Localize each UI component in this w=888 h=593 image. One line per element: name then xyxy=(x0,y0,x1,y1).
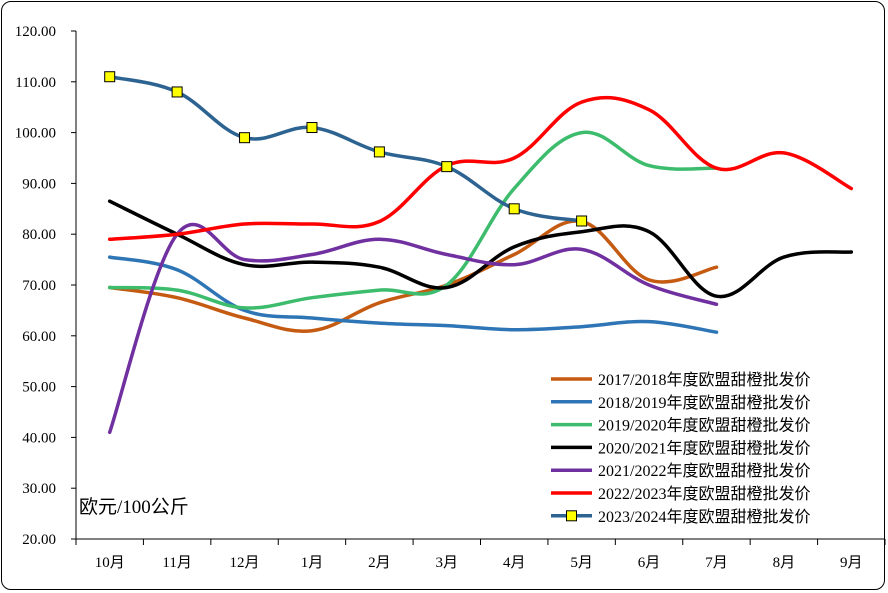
y-tick-label: 80.00 xyxy=(22,227,56,243)
y-tick-label: 90.00 xyxy=(22,176,56,192)
legend-item: 2017/2018年度欧盟甜橙批发价 xyxy=(551,371,810,389)
x-tick-label: 9月 xyxy=(840,555,863,571)
y-tick-label: 110.00 xyxy=(15,75,56,91)
series-line-5 xyxy=(107,95,854,242)
legend-label: 2023/2024年度欧盟甜橙批发价 xyxy=(598,508,810,526)
x-tick-label: 8月 xyxy=(773,555,796,571)
y-tick-label: 100.00 xyxy=(15,126,56,142)
x-tick-label: 7月 xyxy=(705,555,728,571)
legend-item: 2022/2023年度欧盟甜橙批发价 xyxy=(551,485,810,503)
legend-item: 2020/2021年度欧盟甜橙批发价 xyxy=(551,439,810,457)
data-point-marker xyxy=(441,161,453,173)
y-tick-label: 40.00 xyxy=(22,430,56,446)
data-point-marker xyxy=(576,215,588,227)
x-tick-label: 6月 xyxy=(638,555,661,571)
x-tick-label: 3月 xyxy=(436,555,459,571)
y-tick-label: 20.00 xyxy=(22,532,56,548)
series-line-3 xyxy=(107,199,854,299)
data-point-marker xyxy=(104,71,116,83)
data-point-marker xyxy=(171,86,183,98)
legend-item: 2023/2024年度欧盟甜橙批发价 xyxy=(551,508,810,526)
data-point-marker xyxy=(508,203,520,215)
series-line-1 xyxy=(107,255,719,334)
data-point-marker xyxy=(373,146,385,158)
legend-item: 2018/2019年度欧盟甜橙批发价 xyxy=(551,394,810,412)
data-point-marker xyxy=(239,132,251,144)
y-tick-label: 120.00 xyxy=(15,24,56,40)
series-line-2 xyxy=(107,130,719,310)
legend-label: 2020/2021年度欧盟甜橙批发价 xyxy=(598,439,810,457)
series-markers xyxy=(104,71,588,227)
data-point-marker xyxy=(306,122,318,134)
x-tick-label: 11月 xyxy=(162,555,191,571)
series-line-0 xyxy=(107,219,719,333)
y-tick-label: 70.00 xyxy=(22,278,56,294)
legend-marker xyxy=(566,510,577,522)
y-axis: 20.00 30.00 40.00 50.00 60.00 70.00 80.00 90.00… xyxy=(15,24,77,548)
legend: 2017/2018年度欧盟甜橙批发价 2018/2019年度欧盟甜橙批发价 2019… xyxy=(551,371,810,526)
x-tick-label: 1月 xyxy=(301,555,324,571)
unit-label: 欧元/100公斤 xyxy=(79,496,189,518)
legend-label: 2017/2018年度欧盟甜橙批发价 xyxy=(598,371,810,389)
x-tick-label: 4月 xyxy=(503,555,526,571)
legend-label: 2022/2023年度欧盟甜橙批发价 xyxy=(598,485,810,503)
legend-label: 2021/2022年度欧盟甜橙批发价 xyxy=(598,462,810,480)
x-tick-label: 12月 xyxy=(230,555,260,571)
y-tick-label: 30.00 xyxy=(22,481,56,497)
series-lines xyxy=(107,74,854,435)
legend-item: 2021/2022年度欧盟甜橙批发价 xyxy=(551,462,810,480)
legend-label: 2019/2020年度欧盟甜橙批发价 xyxy=(598,417,810,435)
x-tick-label: 2月 xyxy=(368,555,391,571)
x-tick-label: 10月 xyxy=(95,555,125,571)
y-tick-label: 50.00 xyxy=(22,380,56,396)
legend-item: 2019/2020年度欧盟甜橙批发价 xyxy=(551,417,810,435)
series-line-6 xyxy=(107,74,584,223)
x-axis: 10月 11月 12月 1月 2月 3月 4月 5月 6月 7月 8月 9月 xyxy=(75,538,886,571)
x-tick-label: 5月 xyxy=(570,555,593,571)
legend-label: 2018/2019年度欧盟甜橙批发价 xyxy=(598,394,810,412)
y-tick-label: 60.00 xyxy=(22,329,56,345)
